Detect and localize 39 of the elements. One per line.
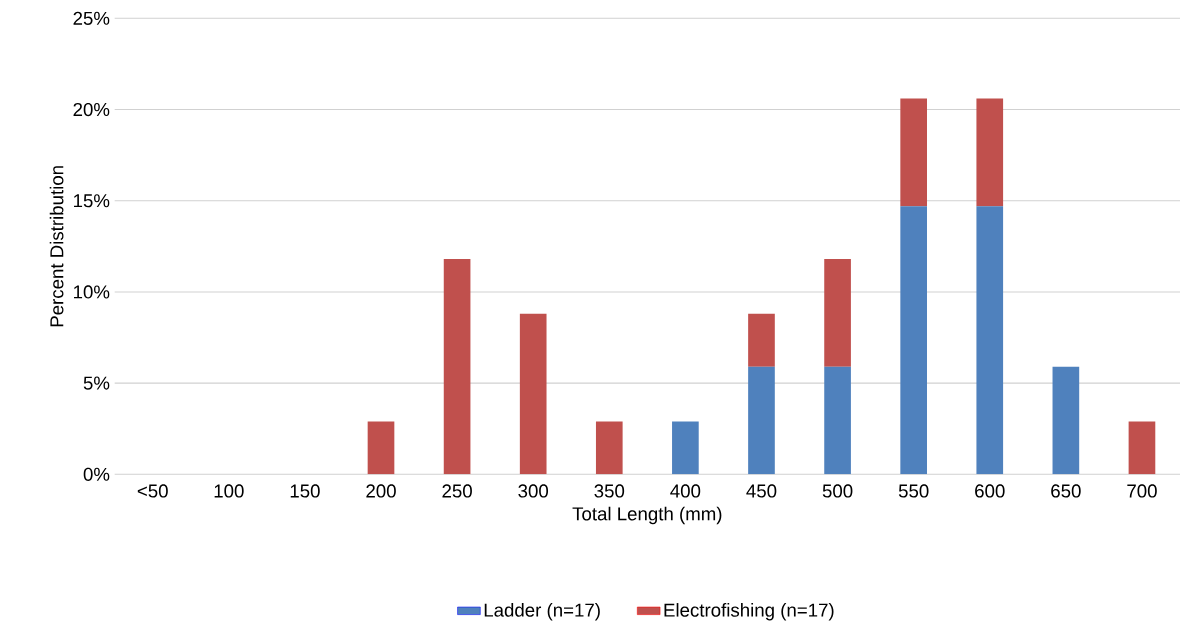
bar — [367, 421, 395, 475]
legend-label: Ladder (n=17) — [484, 603, 600, 621]
y-tick-label: 15% — [74, 194, 110, 208]
bar — [748, 366, 775, 475]
y-tick-label: 25% — [73, 11, 110, 25]
x-tick-label: 550 — [898, 484, 929, 498]
bar — [443, 259, 471, 475]
x-tick-label: 600 — [975, 484, 1005, 498]
y-tick-label: 20% — [73, 102, 110, 117]
x-tick-label: 700 — [1127, 484, 1157, 498]
x-tick-label: 350 — [594, 484, 625, 498]
x-tick-label: 300 — [518, 484, 549, 498]
x-tick-label: 250 — [442, 484, 472, 498]
x-tick-label: 200 — [366, 484, 396, 498]
bar — [824, 366, 851, 475]
y-axis-title: Percent Distribution — [49, 166, 64, 327]
x-tick-label: 500 — [822, 484, 853, 498]
legend-label: Electrofishing (n=17) — [664, 603, 834, 621]
x-tick-label: <50 — [137, 484, 168, 498]
bar — [748, 313, 775, 367]
bar — [976, 98, 1004, 207]
bar — [900, 206, 927, 475]
bar — [824, 259, 851, 367]
x-tick-label: 100 — [214, 484, 244, 498]
bar — [595, 421, 623, 475]
y-tick-label: 10% — [74, 285, 110, 299]
y-tick-label: 5% — [83, 376, 110, 390]
x-tick-label: 650 — [1051, 484, 1081, 498]
bar — [519, 313, 547, 475]
bar — [1052, 366, 1080, 475]
bar — [1128, 421, 1156, 475]
x-tick-label: 150 — [290, 484, 320, 498]
y-tick-label: 0% — [83, 467, 110, 481]
bar — [672, 421, 699, 475]
x-tick-label: 400 — [670, 484, 701, 498]
x-axis-title: Total Length (mm) — [572, 506, 722, 525]
x-tick-label: 450 — [746, 484, 777, 498]
bar — [976, 206, 1004, 475]
bar — [900, 98, 927, 207]
